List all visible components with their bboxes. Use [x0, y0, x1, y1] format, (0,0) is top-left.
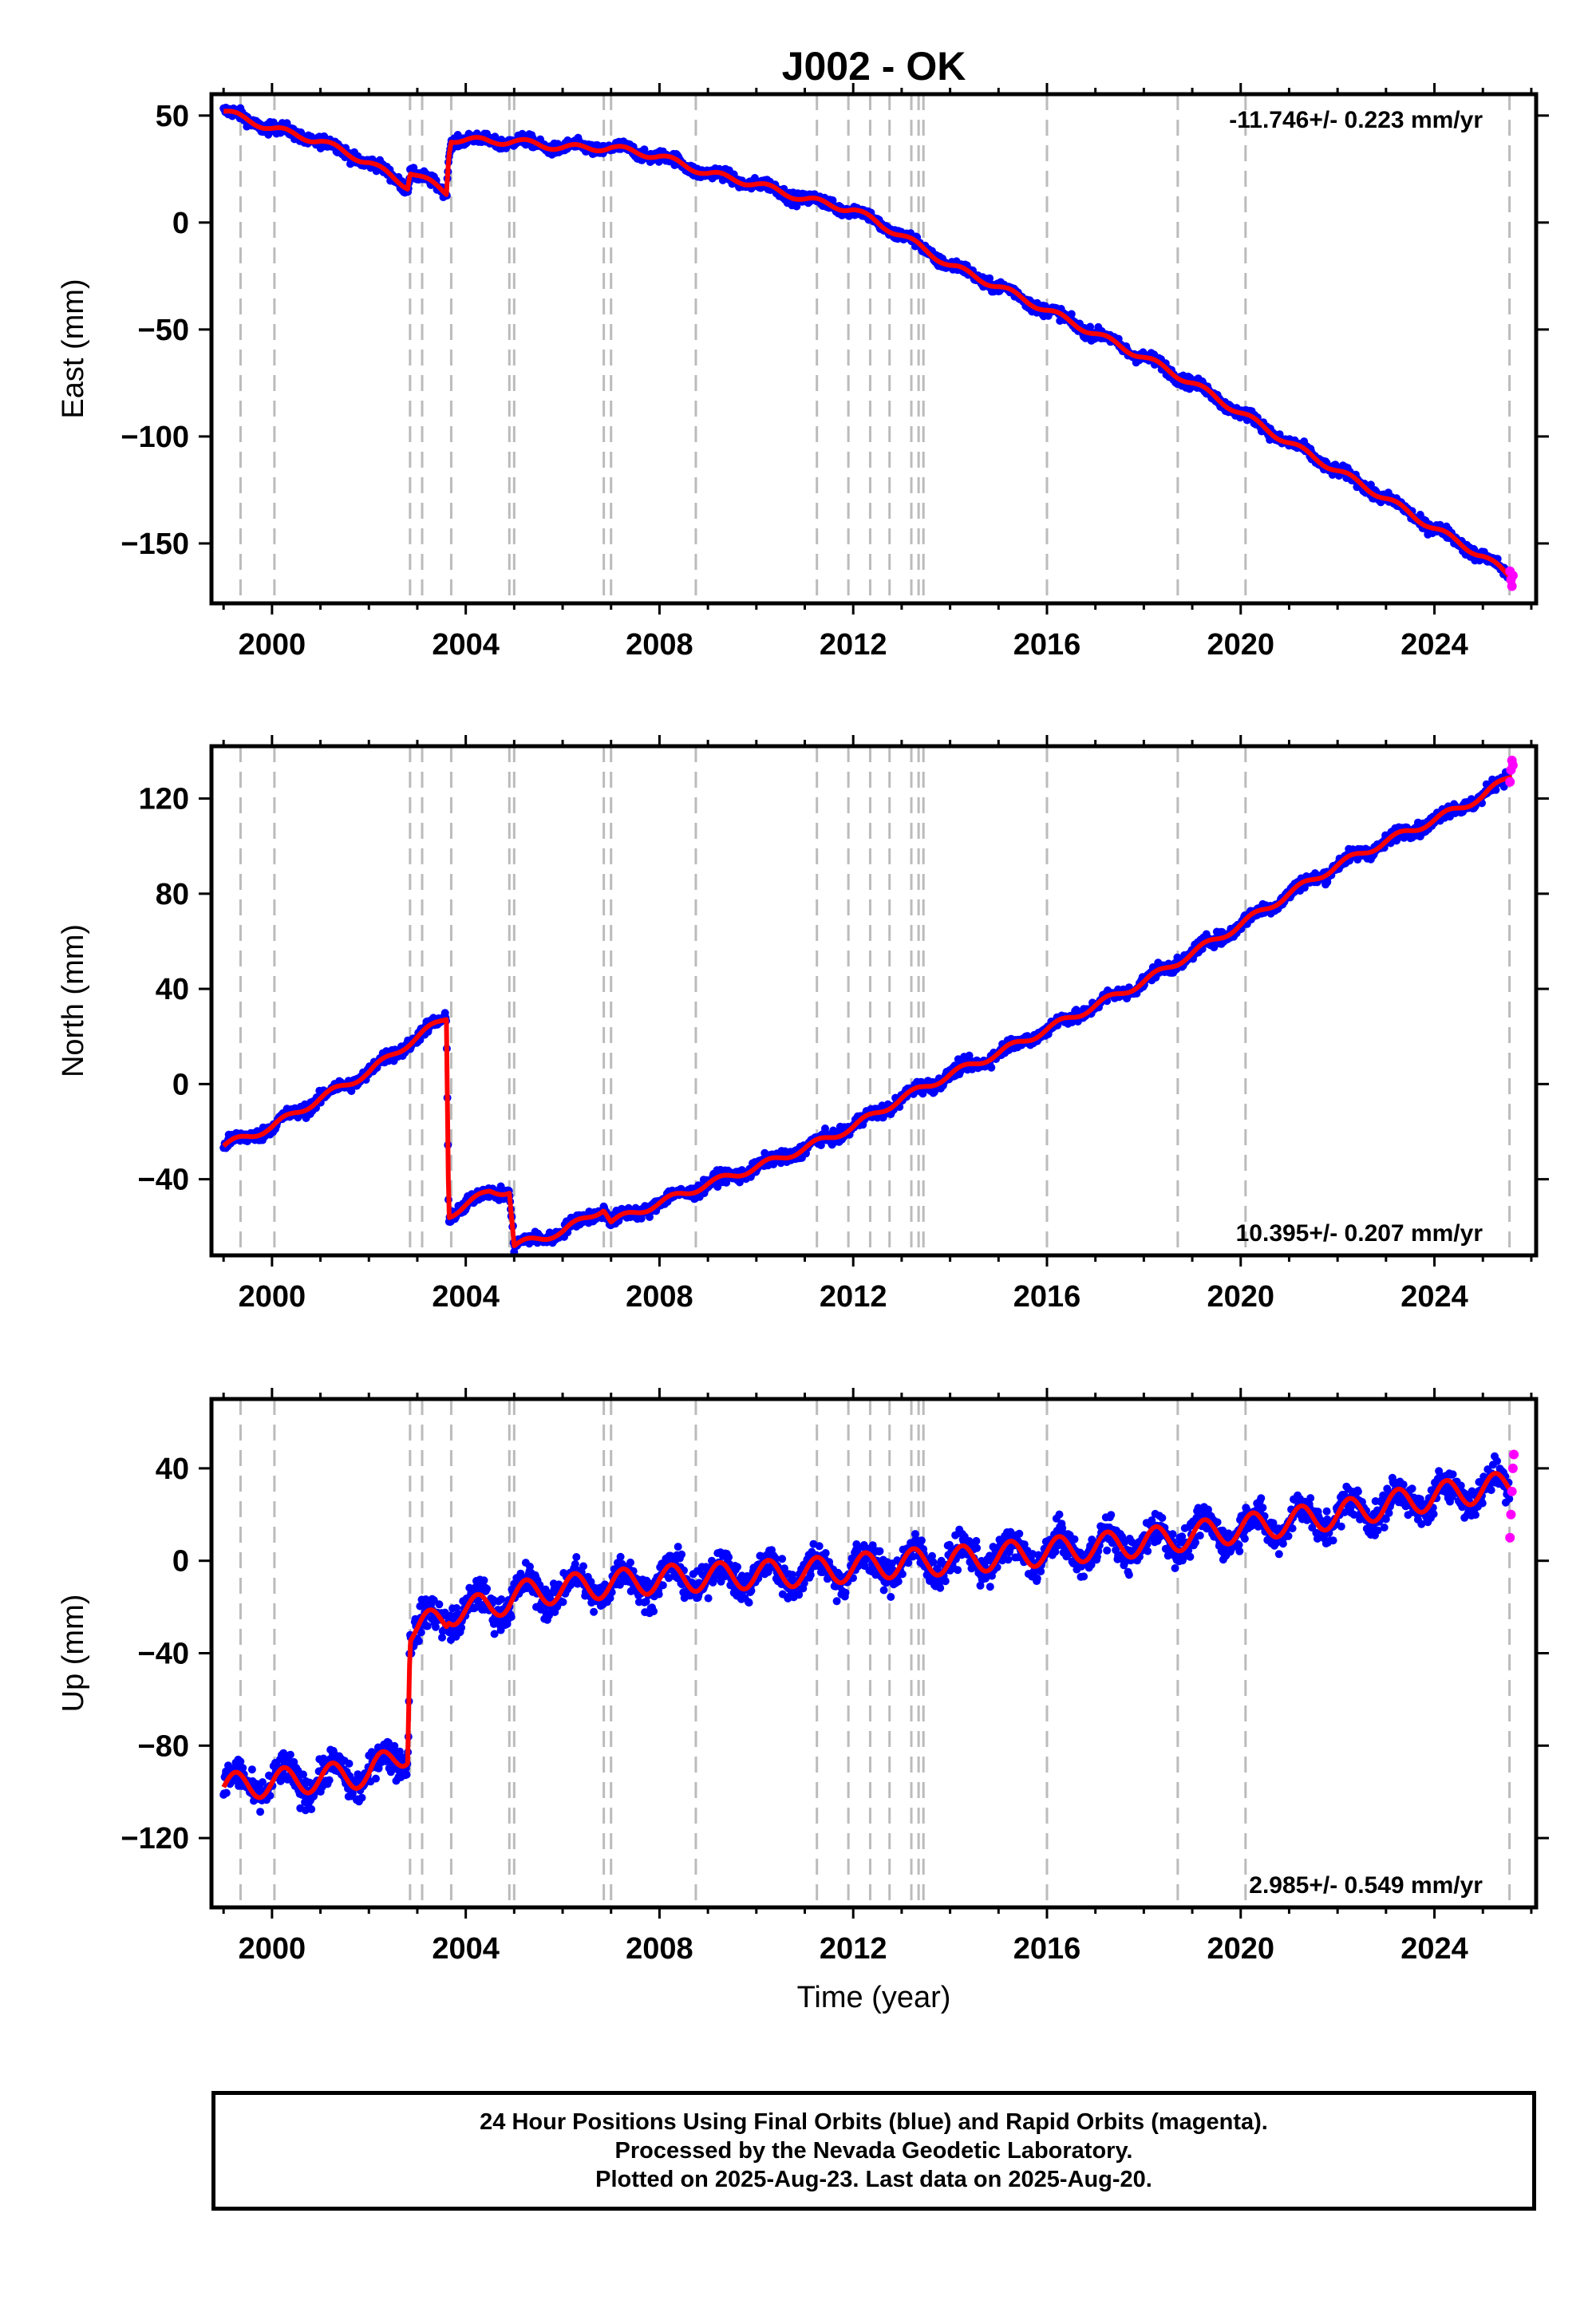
east-x-tick-label: 2012 [820, 628, 887, 662]
up-plot-area [219, 1399, 1519, 1907]
east-x-tick-label: 2024 [1400, 628, 1468, 662]
north-y-tick-label: 120 [139, 783, 189, 816]
north-x-tick-label: 2020 [1207, 1280, 1274, 1314]
position-point [987, 1063, 996, 1072]
east-y-tick-label: 50 [156, 100, 189, 133]
north-x-tick-label: 2004 [432, 1280, 500, 1314]
north-x-tick-label: 2024 [1400, 1280, 1468, 1314]
position-point [247, 1765, 256, 1774]
east-plot-area [219, 94, 1518, 603]
position-point [1067, 310, 1076, 318]
east-y-tick-label: 0 [172, 207, 189, 240]
rapid-point [1505, 777, 1515, 787]
position-point [307, 1805, 316, 1813]
east-rate-label: -11.746+/- 0.223 mm/yr [1229, 107, 1483, 133]
east-frame [209, 92, 1539, 606]
east-y-tick-label: −50 [138, 314, 189, 347]
position-point [325, 1776, 334, 1784]
north-x-tick-label: 2000 [239, 1280, 306, 1314]
north-rate-label: 10.395+/- 0.207 mm/yr [1236, 1220, 1483, 1247]
east-y-tick-label: −150 [120, 528, 189, 561]
up-panel: 2000 2004 2008 2012 2016 2020 2024400−40−80−12… [57, 1388, 1549, 1966]
rapid-point [1507, 571, 1518, 581]
position-point [222, 1788, 231, 1797]
position-point [402, 1770, 411, 1779]
north-model-line [222, 774, 1514, 1249]
position-point [299, 1770, 307, 1779]
north-x-tick-label: 2012 [820, 1280, 887, 1314]
east-model-line [222, 109, 1514, 582]
north-y-axis-label: North (mm) [57, 924, 90, 1077]
north-y-tick-label: 0 [172, 1068, 189, 1101]
east-rapid-orbit-points [1505, 566, 1518, 591]
east-x-tick-label: 2004 [432, 628, 500, 662]
north-frame [209, 744, 1539, 1258]
east-y-axis-label: East (mm) [57, 279, 90, 418]
position-point [286, 1750, 294, 1759]
east-panel: 2000 2004 2008 2012 2016 2020 2024 50 0 −50 −100 −1… [57, 83, 1549, 662]
north-y-tick-label: 40 [156, 973, 189, 1006]
north-y-tick-label: 80 [156, 878, 189, 911]
east-y-tick-label: −100 [120, 421, 189, 454]
position-point [491, 132, 500, 141]
rapid-point [1507, 581, 1517, 591]
north-final-orbit-points [219, 768, 1514, 1255]
north-x-tick-label: 2008 [626, 1280, 693, 1314]
north-plot-area [219, 746, 1518, 1255]
east-x-tick-label: 2016 [1013, 628, 1081, 662]
chart-title: J002 - OK [782, 44, 966, 89]
north-rapid-orbit-points [1505, 755, 1518, 787]
position-point [372, 1774, 380, 1783]
north-x-tick-label: 2016 [1013, 1280, 1081, 1314]
east-x-tick-label: 2020 [1207, 628, 1274, 662]
position-point [1086, 322, 1095, 331]
position-point [345, 1759, 354, 1768]
east-x-tick-label: 2008 [626, 628, 693, 662]
north-panel: 2000 2004 2008 2012 2016 2020 2024 120 80 40 0 −40 N… [57, 735, 1549, 1314]
rapid-point [1507, 760, 1518, 770]
north-y-tick-label: −40 [138, 1164, 189, 1197]
east-x-tick-label: 2000 [239, 628, 306, 662]
position-point [358, 1793, 366, 1802]
position-point [828, 196, 837, 204]
position-point [256, 1808, 265, 1816]
